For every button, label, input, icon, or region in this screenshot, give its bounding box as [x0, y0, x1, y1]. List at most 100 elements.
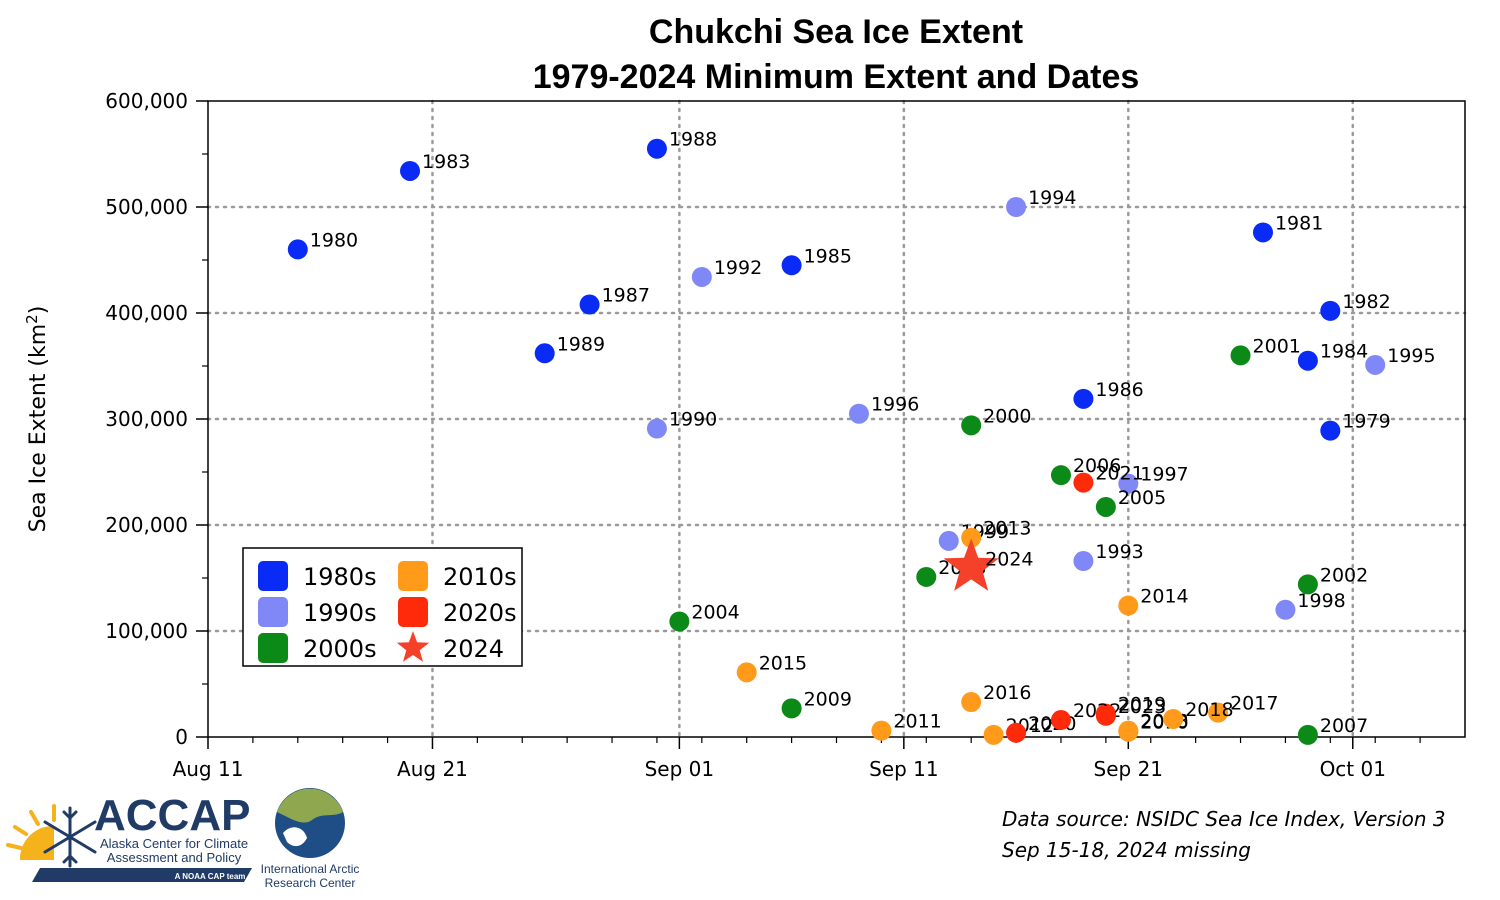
accap-tag: A NOAA CAP team — [175, 872, 246, 881]
point-label-1989: 1989 — [557, 333, 605, 355]
point-1984 — [1297, 350, 1318, 371]
point-2012 — [983, 724, 1004, 745]
legend-marker-2020s — [398, 597, 428, 627]
point-label-2019: 2019 — [1118, 694, 1166, 716]
y-tick-label: 500,000 — [105, 195, 188, 219]
point-label-2021: 2021 — [1095, 463, 1143, 485]
y-tick-label: 0 — [175, 725, 188, 749]
accap-name: ACCAP — [94, 791, 250, 840]
point-2004 — [669, 611, 690, 632]
point-label-1994: 1994 — [1028, 187, 1076, 209]
point-2013 — [961, 527, 982, 548]
point-2010 — [1118, 721, 1139, 742]
data-points: 1979 1980 1981 1982 1983 1984 1985 1986 1987 1988… — [287, 129, 1436, 745]
point-label-2000: 2000 — [983, 405, 1031, 427]
point-2016 — [961, 692, 982, 713]
point-2023 — [1095, 705, 1116, 726]
point-label-1992: 1992 — [714, 257, 762, 279]
point-2009 — [781, 698, 802, 719]
legend-marker-2000s — [258, 633, 288, 663]
point-1989 — [534, 343, 555, 364]
x-tick-label: Aug 21 — [397, 757, 468, 781]
point-label-2024: 2024 — [985, 548, 1033, 570]
point-label-2001: 2001 — [1253, 335, 1301, 357]
point-label-2013: 2013 — [983, 518, 1031, 540]
point-label-1996: 1996 — [871, 394, 919, 416]
accap-logo: ACCAP Alaska Center for Climate Assessme… — [6, 791, 252, 882]
iarc-line-2: Research Center — [265, 876, 356, 890]
globe-icon — [275, 788, 345, 858]
point-2015 — [736, 662, 757, 683]
legend-label-1990s: 1990s — [303, 599, 377, 627]
point-2021 — [1073, 472, 1094, 493]
y-tick-label: 300,000 — [105, 407, 188, 431]
point-label-1987: 1987 — [602, 285, 650, 307]
point-1999 — [938, 530, 959, 551]
iarc-line-1: International Arctic — [261, 862, 360, 876]
legend-label-2010s: 2010s — [443, 563, 517, 591]
point-label-1985: 1985 — [804, 245, 852, 267]
point-1979 — [1320, 420, 1341, 441]
point-label-2005: 2005 — [1118, 487, 1166, 509]
data-source-line-2: Sep 15-18, 2024 missing — [1002, 838, 1251, 862]
point-2007 — [1297, 724, 1318, 745]
point-1990 — [646, 418, 667, 439]
point-1986 — [1073, 388, 1094, 409]
point-label-2014: 2014 — [1140, 586, 1188, 608]
point-2005 — [1095, 496, 1116, 517]
legend-label-2020s: 2020s — [443, 599, 517, 627]
point-1995 — [1365, 354, 1386, 375]
legend-label-2000s: 2000s — [303, 635, 377, 663]
point-label-1995: 1995 — [1387, 345, 1435, 367]
point-2020 — [1006, 722, 1027, 743]
legend-marker-2010s — [398, 561, 428, 591]
point-1997 — [1118, 473, 1139, 494]
x-tick-label: Oct 01 — [1320, 757, 1386, 781]
point-label-1984: 1984 — [1320, 341, 1368, 363]
point-2017 — [1208, 702, 1229, 723]
point-label-2023: 2023 — [1118, 696, 1166, 718]
data-source-line-1: Data source: NSIDC Sea Ice Index, Versio… — [1002, 807, 1446, 831]
x-tick-label: Aug 11 — [173, 757, 244, 781]
point-1998 — [1275, 599, 1296, 620]
point-1985 — [781, 255, 802, 276]
legend-label-2024: 2024 — [443, 635, 504, 663]
point-1987 — [579, 294, 600, 315]
point-2002 — [1297, 574, 1318, 595]
y-tick-label: 100,000 — [105, 619, 188, 643]
point-1983 — [400, 160, 421, 181]
point-label-1980: 1980 — [310, 229, 358, 251]
point-1988 — [646, 138, 667, 159]
point-2000 — [961, 415, 982, 436]
point-1993 — [1073, 551, 1094, 572]
point-label-1986: 1986 — [1095, 379, 1143, 401]
point-label-2011: 2011 — [893, 711, 941, 733]
y-axis-label: Sea Ice Extent (km2) — [23, 306, 51, 533]
point-label-2007: 2007 — [1320, 715, 1368, 737]
point-1994 — [1006, 197, 1027, 217]
y-tick-label: 400,000 — [105, 301, 188, 325]
point-2011 — [871, 720, 892, 741]
point-2014 — [1118, 595, 1139, 616]
legend: 1980s 1990s 2000s 2010s 2020s 2024 — [242, 547, 523, 667]
chart-title-line-2: 1979-2024 Minimum Extent and Dates — [533, 58, 1140, 96]
x-tick-label: Sep 11 — [869, 757, 939, 781]
point-1980 — [287, 239, 308, 260]
point-label-1997: 1997 — [1140, 464, 1188, 486]
point-label-1990: 1990 — [669, 409, 717, 431]
legend-label-1980s: 1980s — [303, 563, 377, 591]
x-tick-label: Sep 21 — [1094, 757, 1164, 781]
point-label-2016: 2016 — [983, 682, 1031, 704]
legend-marker-1990s — [258, 597, 288, 627]
point-label-1981: 1981 — [1275, 212, 1323, 234]
accap-line-1: Alaska Center for Climate — [100, 836, 248, 851]
point-label-2009: 2009 — [804, 688, 852, 710]
legend-box — [242, 547, 523, 667]
point-label-1988: 1988 — [669, 129, 717, 151]
chart-title-line-1: Chukchi Sea Ice Extent — [649, 13, 1023, 51]
point-2001 — [1230, 345, 1251, 366]
point-2024-star — [943, 538, 999, 591]
y-tick-label: 600,000 — [105, 89, 188, 113]
point-label-1993: 1993 — [1095, 541, 1143, 563]
